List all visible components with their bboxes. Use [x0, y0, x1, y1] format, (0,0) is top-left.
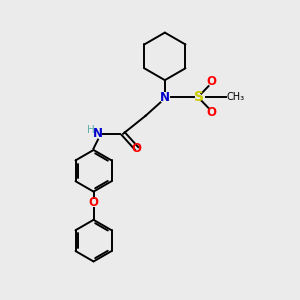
Text: O: O — [206, 106, 216, 119]
Text: O: O — [88, 196, 98, 209]
Text: N: N — [160, 91, 170, 103]
Text: CH₃: CH₃ — [227, 92, 245, 102]
Text: H: H — [87, 125, 94, 135]
Text: S: S — [194, 90, 204, 104]
Text: O: O — [206, 75, 216, 88]
Text: N: N — [93, 127, 103, 140]
Text: O: O — [132, 142, 142, 155]
